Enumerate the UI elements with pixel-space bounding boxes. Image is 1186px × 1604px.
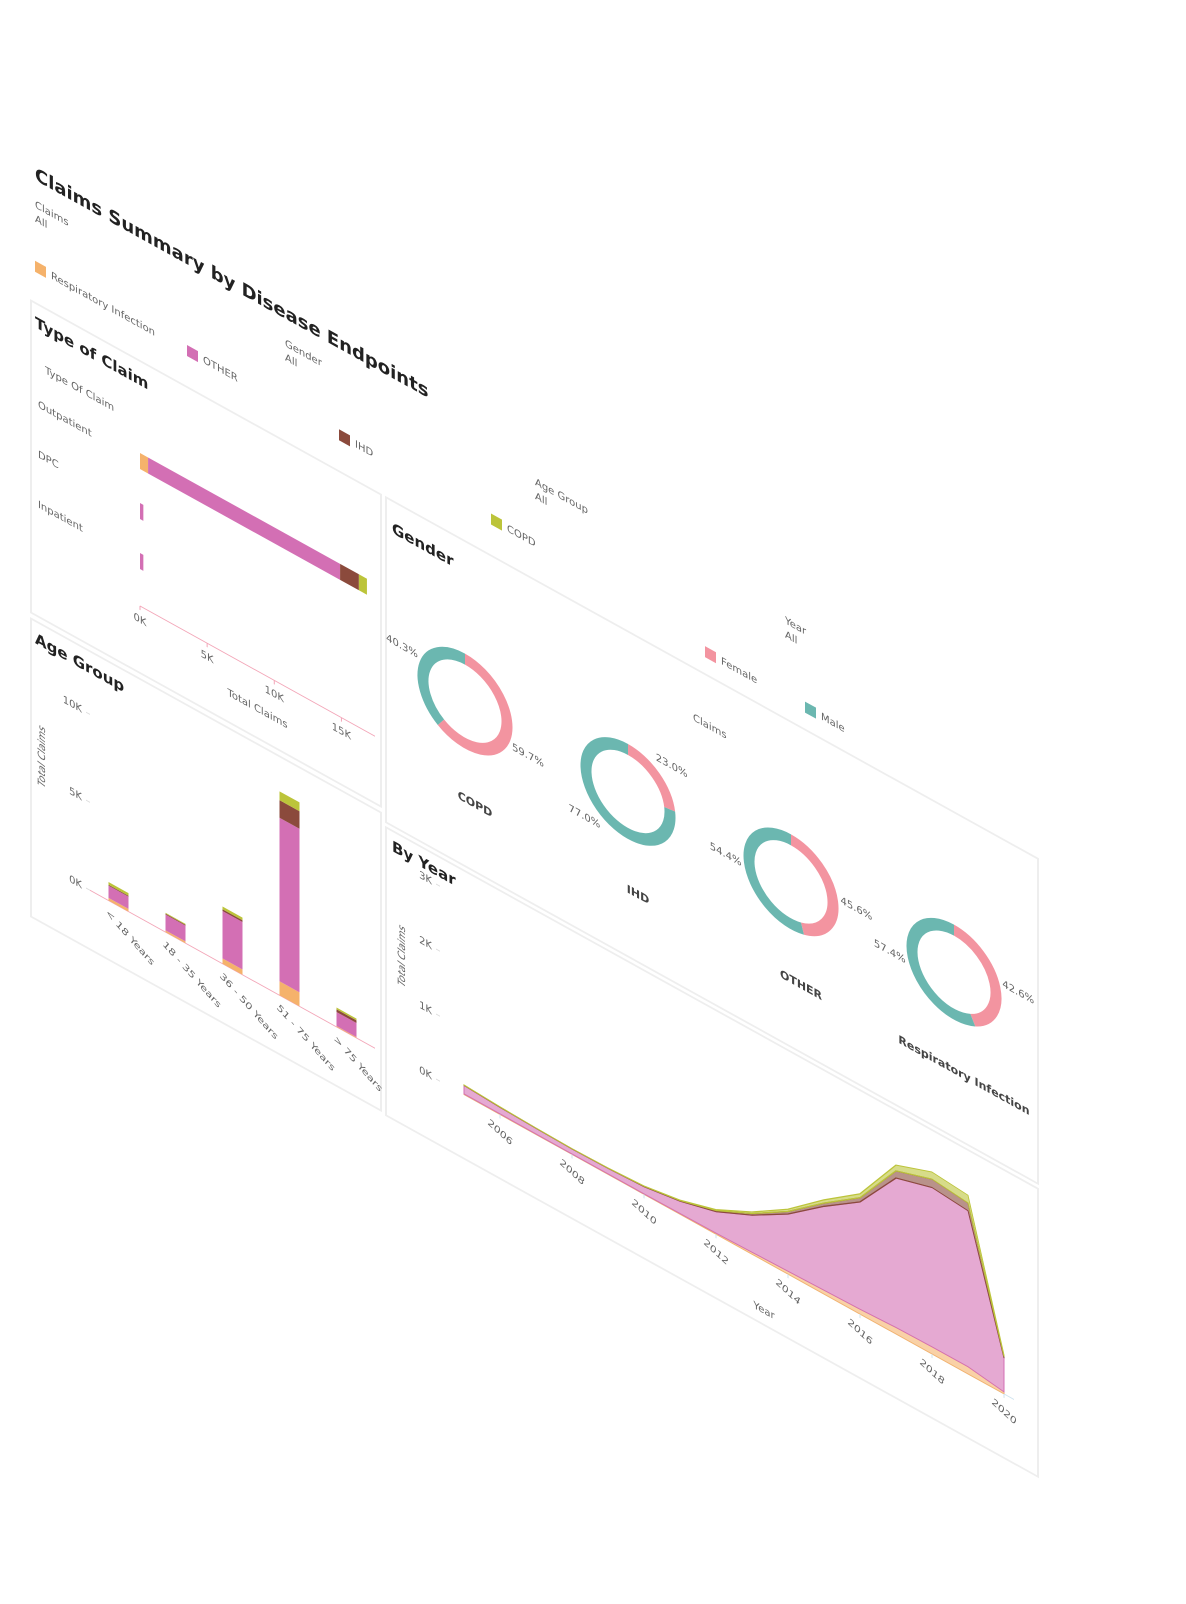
- axis-line: [140, 605, 375, 737]
- bar-segment: [279, 791, 300, 812]
- bar-segment: [279, 800, 300, 829]
- legend-swatch: [339, 429, 350, 447]
- dashboard: Claims Summary by Disease Endpoints Type…: [30, 150, 1040, 1480]
- bar-segment: [336, 1009, 357, 1024]
- legend-label: Female: [721, 655, 758, 687]
- bar-segment: [222, 906, 243, 921]
- bar-segment: [140, 552, 144, 571]
- filter-value[interactable]: All: [535, 489, 547, 508]
- legend-swatch: [187, 345, 198, 363]
- tick-mark: [86, 799, 90, 803]
- tick-mark: [86, 887, 90, 891]
- donut-segment: [790, 834, 839, 937]
- bar-segment: [108, 882, 129, 896]
- bar-segment: [165, 930, 186, 944]
- area-series: [463, 1084, 1005, 1357]
- donut-segment: [437, 653, 513, 756]
- legend-label: COPD: [507, 522, 536, 550]
- legend-label: IHD: [355, 438, 373, 460]
- bar-segment: [140, 452, 149, 474]
- tick-mark: [436, 883, 440, 887]
- legend-swatch: [705, 646, 716, 664]
- legend-swatch: [805, 701, 816, 719]
- dashboard-canvas: Claims Summary by Disease Endpoints Type…: [30, 163, 1039, 1479]
- bar-segment: [140, 502, 144, 521]
- bar-segment: [108, 897, 129, 912]
- tick-mark: [436, 948, 440, 952]
- bar-segment: [279, 817, 300, 993]
- legend-label: Male: [821, 710, 845, 735]
- bar-segment: [358, 574, 367, 595]
- bar-segment: [340, 563, 359, 591]
- legend-label: OTHER: [203, 353, 238, 385]
- bar-segment: [165, 912, 186, 925]
- donut-segment: [743, 827, 804, 935]
- donut-segment: [580, 737, 676, 846]
- filter-value[interactable]: All: [285, 351, 297, 370]
- bar-segment: [108, 884, 129, 897]
- bar-segment: [336, 1011, 357, 1038]
- bar-segment: [165, 914, 186, 942]
- axis-title: Total Claims: [35, 722, 47, 790]
- tick-mark: [436, 1078, 440, 1082]
- bar-segment: [148, 457, 341, 580]
- donut-segment: [906, 917, 976, 1027]
- axis-title: Total Claims: [395, 922, 407, 990]
- donut-segment: [953, 924, 1002, 1027]
- bar-segment: [165, 913, 186, 926]
- panel: [30, 299, 382, 809]
- filter-value[interactable]: All: [35, 212, 47, 231]
- bar-segment: [222, 910, 243, 970]
- donut-segment: [627, 743, 676, 812]
- tick-mark: [86, 711, 90, 715]
- donut-segment: [417, 646, 466, 725]
- tick-mark: [436, 1013, 440, 1017]
- bar-segment: [336, 1007, 357, 1021]
- bar-segment: [279, 981, 300, 1007]
- legend-swatch: [35, 260, 46, 278]
- panel: [385, 495, 1039, 1186]
- legend-swatch: [491, 513, 502, 531]
- bar-segment: [222, 958, 243, 975]
- bar-segment: [222, 909, 243, 923]
- bar-segment: [336, 1026, 357, 1038]
- bar-segment: [108, 885, 129, 909]
- filter-value[interactable]: All: [785, 628, 797, 647]
